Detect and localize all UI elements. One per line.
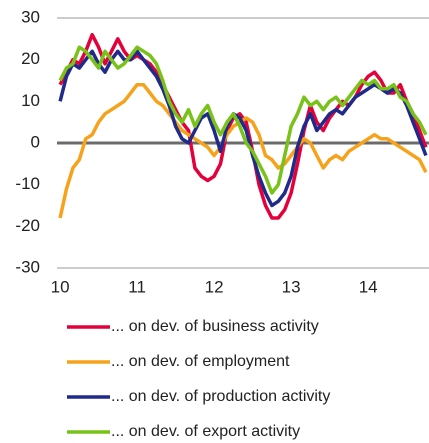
y-tick-label: -20 [15, 216, 40, 235]
series-line [58, 82, 428, 219]
legend-label: ... on dev. of employment [111, 353, 290, 370]
x-tick-label: 14 [359, 277, 378, 296]
legend-label: ... on dev. of production activity [111, 388, 330, 405]
x-tick-label: 13 [282, 277, 301, 296]
y-tick-label: -30 [15, 257, 40, 276]
series-line [58, 45, 428, 195]
y-tick-label: 20 [21, 49, 40, 68]
series-line [58, 49, 428, 208]
y-tick-label: -10 [15, 174, 40, 193]
y-tick-label: 30 [21, 7, 40, 26]
legend-label: ... on dev. of business activity [111, 318, 319, 335]
x-tick-label: 12 [205, 277, 224, 296]
y-tick-label: 0 [31, 132, 40, 151]
x-tick-label: 10 [51, 277, 70, 296]
x-tick-label: 11 [128, 277, 146, 296]
legend-label: ... on dev. of export activity [111, 423, 300, 440]
series-line [58, 32, 428, 220]
y-tick-label: 10 [21, 91, 40, 110]
